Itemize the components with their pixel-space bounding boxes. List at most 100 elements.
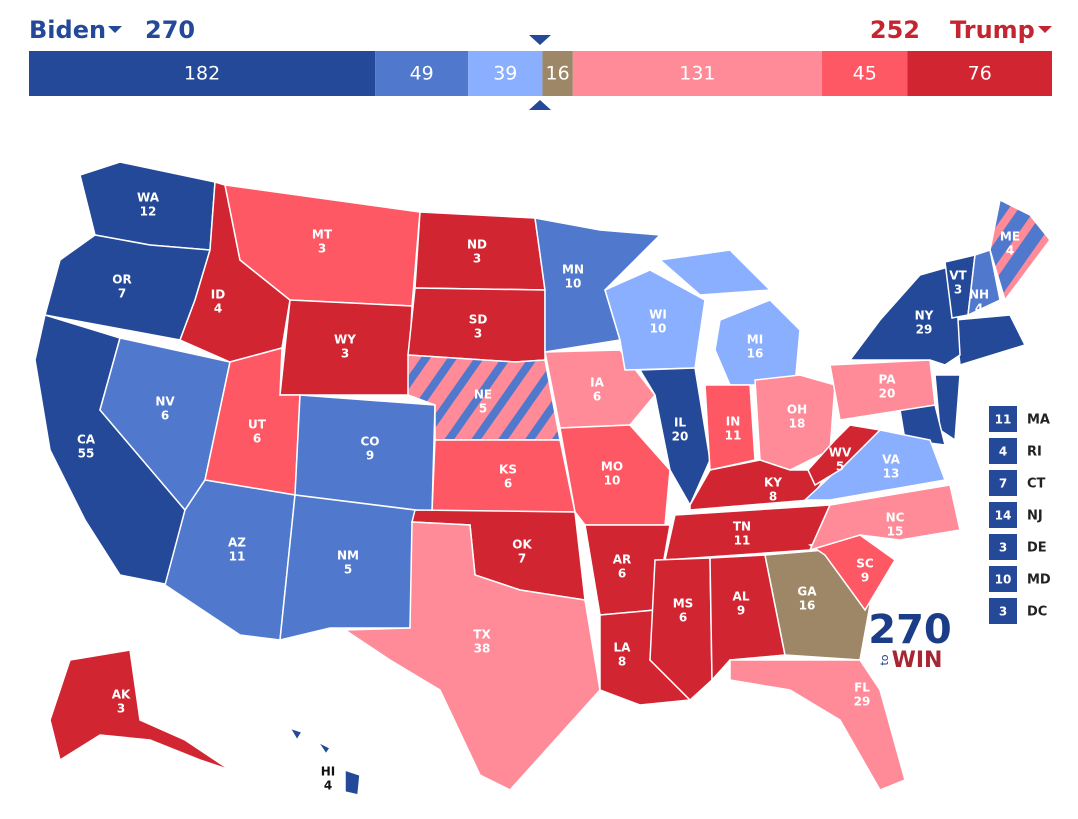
state-votes: 4 [214,302,222,316]
state-abbr: UT [248,418,267,432]
small-state-abbr: MD [1027,573,1051,588]
state-votes: 3 [341,347,349,361]
state-votes: 3 [474,327,482,341]
left-total: 270 [145,16,195,44]
logo: 270 to WIN [868,607,952,673]
state-abbr: VT [949,269,967,283]
state-shape[interactable] [709,554,786,682]
right-candidate[interactable]: Trump [950,16,1035,44]
state-abbr: ME [1000,230,1020,244]
state-abbr: TX [473,628,491,642]
state-abbr: WA [137,191,160,205]
segment-label: 39 [493,63,517,85]
segment-label: 45 [853,63,877,85]
small-state-box [989,470,1017,496]
ratings-bar: 182 49 39 16 131 45 76 [29,51,1052,96]
state-abbr: WY [334,333,356,347]
state-shape[interactable] [989,198,1051,302]
state-shape[interactable] [729,659,906,791]
segment-label: 16 [546,63,570,85]
small-state-votes: 4 [999,445,1007,459]
state-shape[interactable] [649,557,713,702]
state-abbr: IA [590,376,604,390]
state-votes: 3 [954,283,962,297]
state-shape[interactable] [279,494,416,641]
state-abbr: NC [886,511,905,525]
us-map: WA12OR7CA55NV6ID4MT3WY3UT6AZ11CO9NM5ND3S… [34,161,1051,796]
small-state-box [989,438,1017,464]
state-votes: 6 [593,390,601,404]
state-votes: 16 [747,347,764,361]
state-shape[interactable] [967,249,1001,317]
state-votes: 29 [854,695,871,709]
state-votes: 4 [1006,244,1014,258]
state-abbr: OH [787,403,807,417]
state-votes: 10 [604,474,621,488]
state-abbr: NM [337,549,359,563]
small-state-votes: 7 [999,477,1007,491]
state-abbr: KY [764,476,782,490]
state-votes: 9 [861,571,869,585]
state-abbr: GA [797,585,817,599]
state-votes: 12 [140,205,157,219]
state-abbr: CO [360,435,379,449]
small-state-abbr: CT [1027,477,1046,492]
small-state-votes: 10 [995,573,1012,587]
state-shape[interactable] [704,384,756,471]
small-state-box [989,598,1017,624]
state-votes: 9 [737,604,745,618]
state-abbr: VA [882,453,900,467]
small-state-box [989,566,1017,592]
state-abbr: NV [155,395,175,409]
state-abbr: OK [512,538,532,552]
state-shape [954,314,1027,366]
state-shape[interactable] [848,264,961,366]
bar-segment [907,51,1052,96]
state-votes: 6 [161,409,169,423]
state-votes: 38 [474,642,491,656]
segment-label: 76 [968,63,992,85]
segment-label: 131 [679,63,715,85]
midpoint-marker [529,35,551,45]
state-abbr: KS [499,463,517,477]
logo-number: 270 [868,607,952,653]
small-state-abbr: NJ [1027,509,1043,524]
small-state-votes: 11 [995,413,1012,427]
dropdown-arrow[interactable] [1038,26,1052,33]
state-abbr: AK [112,688,131,702]
state-abbr: OR [112,273,131,287]
state-abbr: WI [649,308,667,322]
left-candidate[interactable]: Biden [29,16,106,44]
state-votes: 20 [879,387,896,401]
state-abbr: FL [854,681,870,695]
small-state-box [989,406,1017,432]
midpoint-marker [529,100,551,110]
small-state-abbr: DC [1027,605,1047,620]
bar-segment [542,51,573,96]
state-abbr: AR [613,553,632,567]
state-votes: 13 [883,467,900,481]
state-shape[interactable] [342,521,601,791]
state-votes: 6 [253,432,261,446]
state-votes: 10 [650,322,667,336]
dropdown-arrow[interactable] [108,26,122,33]
small-state-box [989,502,1017,528]
small-state-votes: 3 [999,541,1007,555]
small-state-votes: 14 [995,509,1012,523]
state-shape[interactable] [288,726,361,796]
state-shape[interactable] [829,359,936,421]
state-abbr: NE [474,388,492,402]
state-shape[interactable] [807,424,882,487]
state-votes: 6 [504,477,512,491]
state-shape[interactable] [49,649,231,771]
state-shape[interactable] [808,484,961,552]
state-abbr: HI [321,765,336,779]
state-votes: 4 [324,779,332,793]
state-votes: 8 [618,655,626,669]
bar-segment [375,51,469,96]
logo-small: to [878,654,891,665]
state-abbr: MO [601,460,623,474]
bar-segment [29,51,376,96]
state-abbr: ND [467,238,487,252]
